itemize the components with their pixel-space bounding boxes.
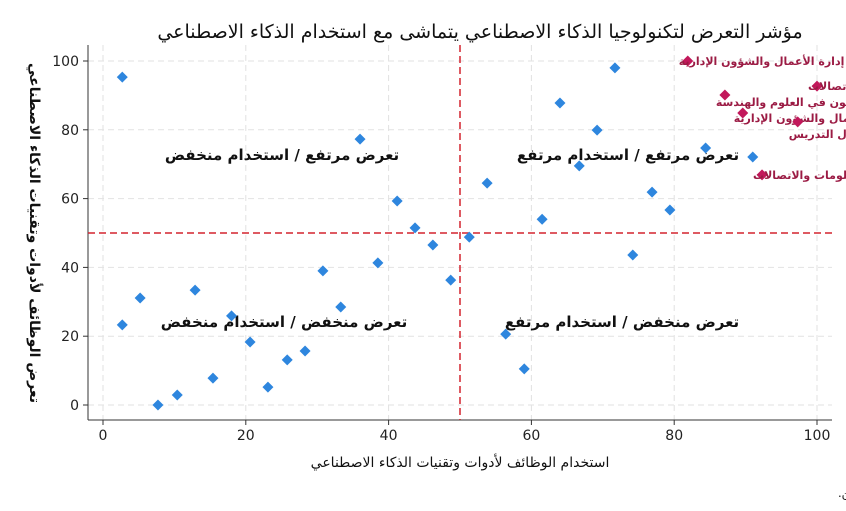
point-label: المتخصصون في إدارة الأعمال والشؤون الإدا…	[679, 54, 846, 68]
x-tick-label: 20	[237, 428, 255, 444]
quadrant-label-bottom-right: تعرض منخفض / استخدام مرتفع	[505, 313, 739, 331]
data-point	[281, 354, 293, 366]
data-point	[627, 249, 639, 261]
data-point	[207, 372, 219, 384]
data-point	[372, 257, 384, 269]
highlighted-data-point	[682, 55, 694, 67]
data-point	[427, 239, 439, 251]
data-point	[116, 319, 128, 331]
y-tick-label: 40	[61, 260, 79, 276]
data-point	[500, 328, 512, 340]
data-point	[226, 310, 238, 322]
data-point	[747, 151, 759, 163]
point-label: الفنيون المتخصصون في مجال تكنولوجيا المع…	[753, 169, 846, 182]
data-point	[536, 213, 548, 225]
axes: 0 20 40 60 80 100 0 20 40 60 80 100	[52, 45, 832, 444]
data-point	[171, 389, 183, 401]
quadrant-label-top-right: تعرض مرتفع / استخدام مرتفع	[517, 146, 739, 164]
data-point	[700, 142, 712, 154]
x-tick-label: 40	[380, 428, 398, 444]
chart-title: مؤشر التعرض لتكنولوجيا الذكاء الاصطناعي …	[157, 21, 802, 43]
reference-lines	[88, 45, 832, 420]
data-point	[481, 177, 493, 189]
highlighted-data-point	[811, 80, 823, 92]
data-point	[554, 97, 566, 109]
point-label: المتخصصون في العلوم والهندسة	[716, 96, 846, 109]
point-label: الخبراء المتخصصون في مجال تكنولوجيا المع…	[808, 80, 846, 93]
chart-note: ملاحظة: يتضمن هذا المحتوى معلومات حول 39…	[838, 486, 846, 501]
data-point	[573, 160, 585, 172]
data-point	[518, 363, 530, 375]
data-point	[317, 265, 329, 277]
highlighted-data-point	[792, 116, 804, 128]
y-tick-label: 60	[61, 192, 79, 208]
y-axis-label: تعرض الوظائف لأدوات وتقنيات الذكاء الاصط…	[26, 63, 43, 403]
highlighted-data-point	[719, 89, 731, 101]
quadrant-label-top-left: تعرض مرتفع / استخدام منخفض	[165, 146, 399, 164]
y-tick-label: 100	[52, 54, 79, 70]
data-point	[335, 301, 347, 313]
data-point	[391, 195, 403, 207]
data-point	[189, 284, 201, 296]
data-point	[116, 71, 128, 83]
y-tick-label: 80	[61, 123, 79, 139]
highlighted-points: المتخصصون في إدارة الأعمال والشؤون الإدا…	[679, 54, 846, 182]
data-point	[409, 222, 421, 234]
x-axis-label: استخدام الوظائف لأدوات وتقنيات الذكاء ال…	[311, 453, 610, 471]
data-point	[609, 62, 621, 74]
data-point	[445, 274, 457, 286]
point-label: الخبراء المتخصصون في مجال التدريس	[789, 128, 846, 141]
x-tick-label: 0	[99, 428, 108, 444]
data-point	[134, 292, 146, 304]
x-tick-label: 80	[665, 428, 683, 444]
highlighted-data-point	[756, 169, 768, 181]
data-point	[299, 345, 311, 357]
data-point	[354, 133, 366, 145]
data-point	[646, 186, 658, 198]
points	[116, 62, 759, 411]
data-point	[244, 336, 256, 348]
y-tick-label: 20	[61, 329, 79, 345]
data-point	[664, 204, 676, 216]
data-point	[262, 381, 274, 393]
x-tick-label: 100	[804, 428, 831, 444]
point-label: الفنيون المتخصصون في أنشطة الأعمال والشؤ…	[734, 111, 846, 125]
data-point	[463, 231, 475, 243]
x-tick-label: 60	[522, 428, 540, 444]
data-point	[152, 399, 164, 411]
quadrant-label-bottom-left: تعرض منخفض / استخدام منخفض	[161, 313, 408, 331]
highlighted-data-point	[737, 107, 749, 119]
data-point	[591, 124, 603, 136]
y-tick-label: 0	[70, 398, 79, 414]
